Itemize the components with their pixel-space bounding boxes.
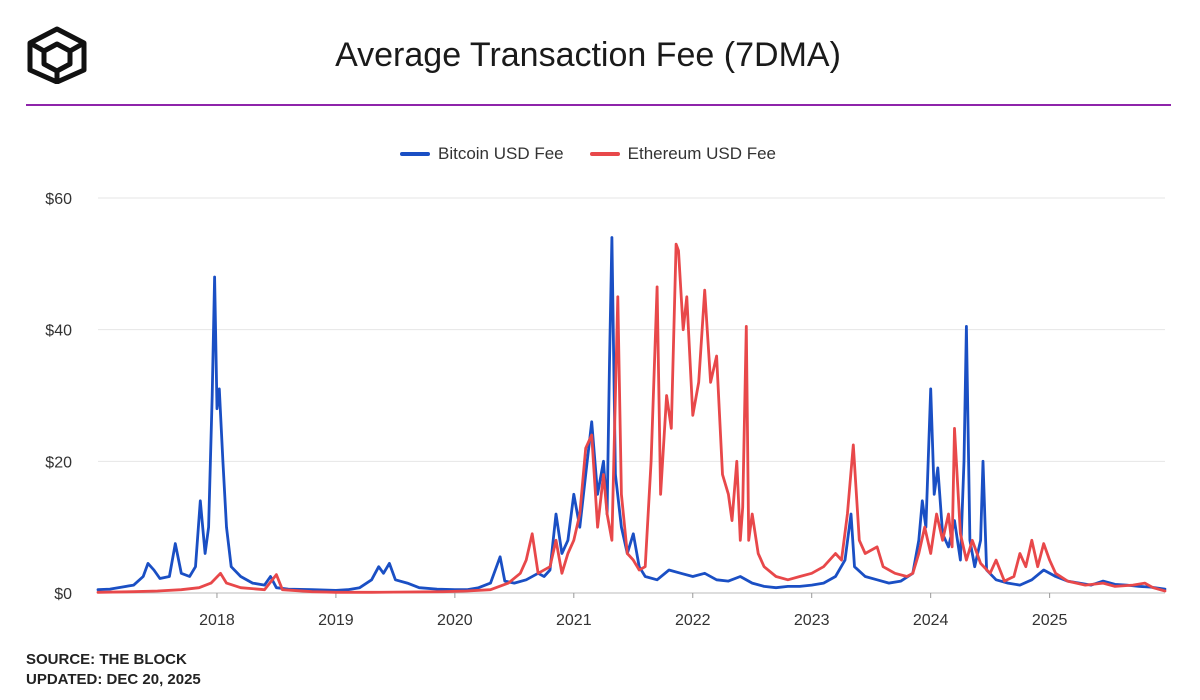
legend-swatch-bitcoin [399, 152, 430, 156]
x-tick-label: 2018 [199, 612, 235, 629]
the-block-logo-icon [26, 26, 88, 85]
series-line-bitcoin[interactable] [96, 236, 1167, 592]
title-divider [26, 104, 1171, 106]
y-tick-label: $60 [45, 191, 72, 208]
legend-label-bitcoin: Bitcoin USD Fee [437, 144, 564, 163]
source-text: SOURCE: THE BLOCK [26, 651, 187, 668]
header: Average Transaction Fee (7DMA) [0, 0, 1200, 106]
y-tick-label: $40 [45, 323, 72, 340]
legend-swatch-ethereum [589, 152, 620, 156]
x-tick-label: 2022 [675, 612, 711, 629]
grid-lines [98, 197, 1165, 594]
legend-item-bitcoin[interactable]: Bitcoin USD Fee [399, 144, 564, 164]
line-chart: $0 $20 $40 $60 2018 2019 2020 2021 2022 2023 2024… [45, 191, 1167, 629]
series-line-ethereum[interactable] [96, 242, 1167, 594]
updated-text: UPDATED: DEC 20, 2025 [26, 671, 201, 688]
legend-label-ethereum: Ethereum USD Fee [627, 144, 776, 163]
page-title: Average Transaction Fee (7DMA) [335, 36, 841, 74]
footer: SOURCE: THE BLOCK UPDATED: DEC 20, 2025 [26, 650, 201, 690]
x-axis-ticks: 2018 2019 2020 2021 2022 2023 2024 2025 [199, 593, 1068, 629]
legend-item-ethereum[interactable]: Ethereum USD Fee [589, 144, 776, 164]
y-axis-ticks: $0 $20 $40 $60 [45, 191, 72, 603]
x-tick-label: 2025 [1032, 612, 1068, 629]
chart-legend: Bitcoin USD Fee Ethereum USD Fee [0, 144, 1176, 164]
x-tick-label: 2020 [437, 612, 473, 629]
x-tick-label: 2023 [794, 612, 830, 629]
y-tick-label: $0 [54, 586, 72, 603]
series-lines [96, 236, 1167, 594]
x-tick-label: 2019 [318, 612, 354, 629]
x-tick-label: 2024 [913, 612, 949, 629]
x-tick-label: 2021 [556, 612, 592, 629]
y-tick-label: $20 [45, 454, 72, 471]
